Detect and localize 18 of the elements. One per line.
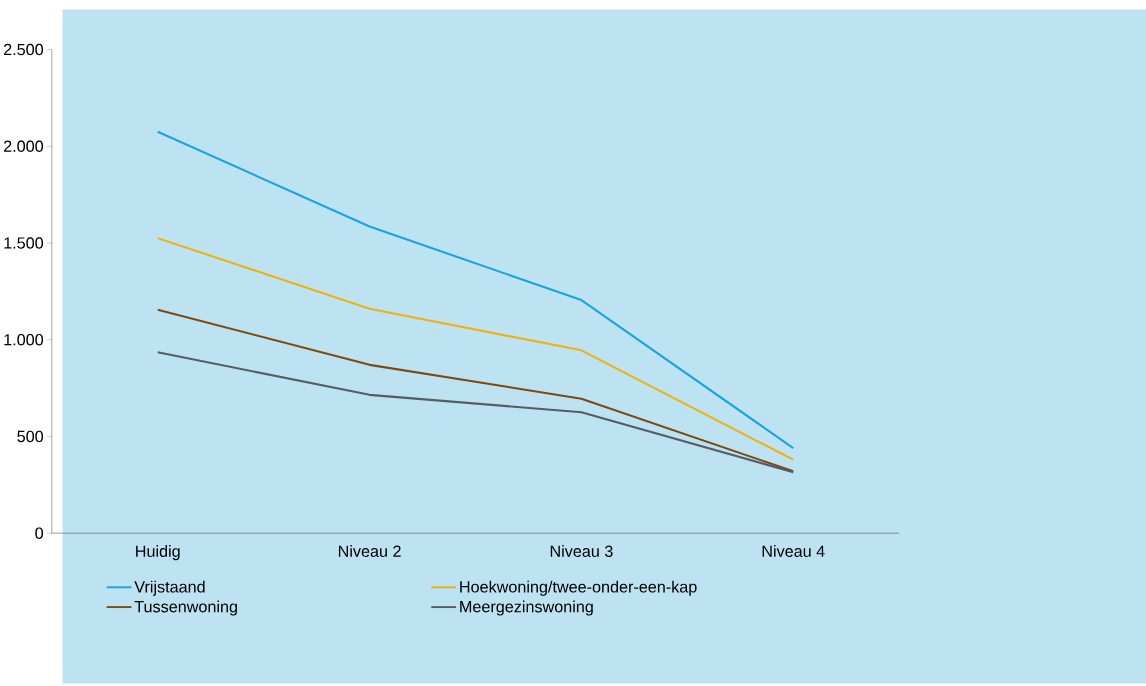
x-tick-label: Niveau 2 [338,545,401,558]
legend-label: Hoekwoning/twee-onder-een-kap [460,580,697,597]
legend-label: Tussenwoning [134,600,237,616]
x-tick-label: Niveau 4 [762,545,825,558]
legend-label: Vrijstaand [134,580,205,597]
y-tick-label: 1.500 [4,237,44,249]
line-series [156,351,795,474]
y-tick-label: 0 [35,527,44,540]
line-series [156,308,795,473]
x-tick-label: Niveau 3 [550,545,613,558]
x-tick-label: Huidig [136,545,180,561]
y-tick-label: 1.000 [4,334,44,346]
legend-label: Meergezinswoning [460,600,593,616]
line-series [156,237,795,461]
y-tick-label: 500 [17,430,44,443]
line-series [156,130,795,450]
y-tick-label: 2.500 [4,44,44,56]
y-tick-label: 2.000 [4,140,44,153]
